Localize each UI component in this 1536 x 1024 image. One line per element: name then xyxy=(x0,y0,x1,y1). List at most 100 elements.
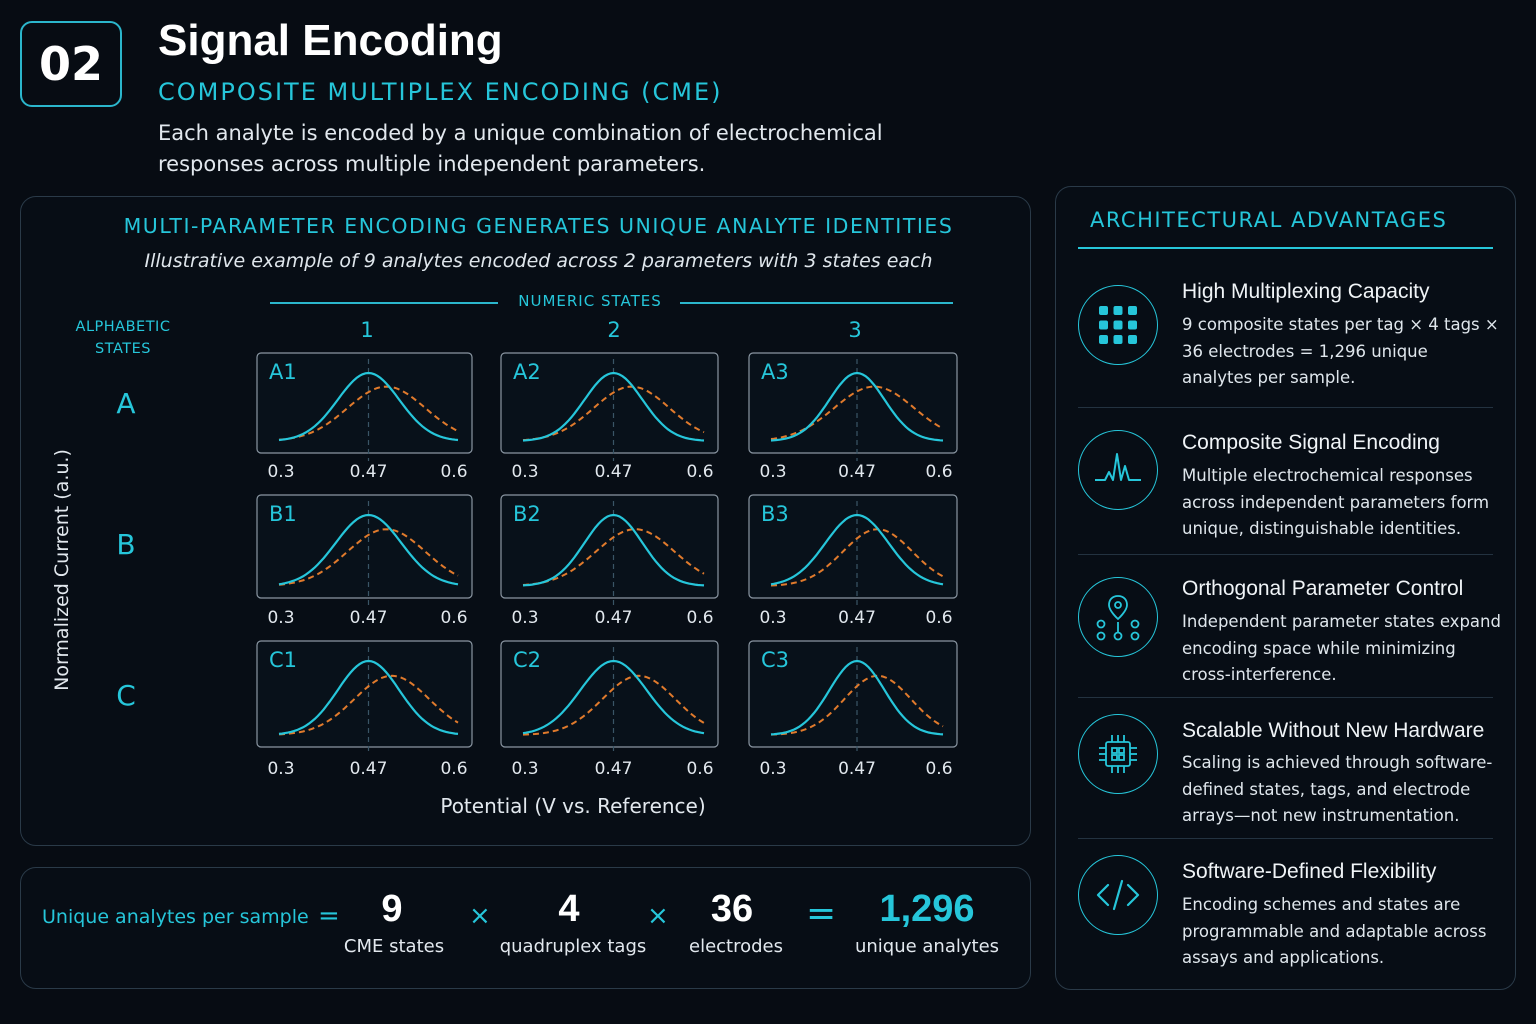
equals-sign-result: = xyxy=(806,893,837,934)
cell-label-a1: A1 xyxy=(269,360,297,384)
solid-curve-c1 xyxy=(278,659,459,735)
advantage-heading-4: Scalable Without New Hardware xyxy=(1182,719,1485,742)
cell-frame-a2 xyxy=(500,352,719,454)
advantage-divider-4 xyxy=(1078,838,1493,839)
section-number: 02 xyxy=(38,37,103,91)
page-description: Each analyte is encoded by a unique comb… xyxy=(158,121,883,176)
unique-analytes-caption: unique analytes xyxy=(854,936,1000,957)
cell-label-b1: B1 xyxy=(269,502,297,526)
solid-curve-b1 xyxy=(278,513,459,586)
tick-label-b1-2: 0.6 xyxy=(440,608,467,628)
grid-dots-icon xyxy=(1078,285,1158,365)
tick-label-a3-2: 0.6 xyxy=(925,462,952,482)
dashed-curve-a1 xyxy=(278,385,459,441)
tick-label-b2-2: 0.6 xyxy=(686,608,713,628)
dashed-curve-c3 xyxy=(770,674,944,736)
advantage-text-3: Independent parameter states expand enco… xyxy=(1182,612,1501,684)
cell-label-a2: A2 xyxy=(513,360,541,384)
cme-states-value: 9 xyxy=(381,888,403,930)
dashed-curve-b2 xyxy=(522,528,705,586)
tick-label-c1-1: 0.47 xyxy=(350,759,388,779)
chip-icon xyxy=(1078,714,1158,794)
page-title: Signal Encoding xyxy=(158,16,503,65)
tick-label-a2-0: 0.3 xyxy=(511,462,538,482)
dashed-curve-a2 xyxy=(522,385,705,442)
tick-label-a2-2: 0.6 xyxy=(686,462,713,482)
cell-label-b2: B2 xyxy=(513,502,541,526)
tick-label-a1-2: 0.6 xyxy=(440,462,467,482)
advantages-title: ARCHITECTURAL ADVANTAGES xyxy=(1090,208,1448,232)
advantage-text-1: 9 composite states per tag × 4 tags × 36… xyxy=(1182,315,1499,387)
tick-label-c2-0: 0.3 xyxy=(511,759,538,779)
cell-label-c2: C2 xyxy=(513,648,541,672)
solid-curve-b3 xyxy=(770,513,944,586)
tick-label-b1-0: 0.3 xyxy=(267,608,294,628)
formula-panel xyxy=(20,867,1031,989)
solid-curve-a3 xyxy=(770,371,944,442)
solid-curve-b2 xyxy=(522,513,705,587)
tick-label-c3-1: 0.47 xyxy=(838,759,876,779)
advantage-text-4: Scaling is achieved through software-def… xyxy=(1182,753,1493,825)
times-sign-2: × xyxy=(647,901,669,931)
unique-analytes-value: 1,296 xyxy=(879,888,975,930)
numeric-states-label: NUMERIC STATES xyxy=(518,292,662,310)
tick-label-c1-0: 0.3 xyxy=(267,759,294,779)
cell-frame-b2 xyxy=(500,494,719,599)
cell-label-a3: A3 xyxy=(761,360,789,384)
electrodes-caption: electrodes xyxy=(689,936,783,957)
advantage-text-5: Encoding schemes and states are programm… xyxy=(1182,895,1487,967)
code-icon xyxy=(1078,855,1158,935)
equals-sign: = xyxy=(318,901,340,931)
section-number-badge: 02 xyxy=(20,21,122,107)
advantage-heading-2: Composite Signal Encoding xyxy=(1182,431,1440,454)
column-label-2: 2 xyxy=(607,318,621,342)
x-axis-label: Potential (V vs. Reference) xyxy=(440,794,706,818)
cell-frame-c3 xyxy=(748,640,958,748)
cell-label-c3: C3 xyxy=(761,648,789,672)
advantage-heading-5: Software-Defined Flexibility xyxy=(1182,860,1437,883)
row-label-a: A xyxy=(116,387,136,420)
encoding-title: MULTI-PARAMETER ENCODING GENERATES UNIQU… xyxy=(123,214,954,238)
dashed-curve-c2 xyxy=(522,674,705,736)
solid-curve-a1 xyxy=(278,371,459,442)
tick-label-b3-2: 0.6 xyxy=(925,608,952,628)
dashed-curve-c1 xyxy=(278,674,459,736)
electrodes-value: 36 xyxy=(710,888,754,930)
advantage-heading-3: Orthogonal Parameter Control xyxy=(1182,577,1464,600)
location-nodes-icon xyxy=(1078,577,1158,657)
tick-label-c3-2: 0.6 xyxy=(925,759,952,779)
solid-curve-a2 xyxy=(522,371,705,442)
tick-label-c2-2: 0.6 xyxy=(686,759,713,779)
tick-label-b3-1: 0.47 xyxy=(838,608,876,628)
advantage-text-2: Multiple electrochemical responses acros… xyxy=(1182,466,1490,538)
tags-value: 4 xyxy=(558,888,580,930)
numeric-states-rule-right xyxy=(680,302,953,304)
tick-label-a1-1: 0.47 xyxy=(350,462,388,482)
tick-label-b3-0: 0.3 xyxy=(759,608,786,628)
column-label-3: 3 xyxy=(848,318,862,342)
advantage-heading-1: High Multiplexing Capacity xyxy=(1182,280,1430,303)
tick-label-b2-1: 0.47 xyxy=(595,608,633,628)
encoding-subtitle: Illustrative example of 9 analytes encod… xyxy=(144,250,933,272)
alphabetic-states-label: ALPHABETIC STATES xyxy=(75,319,171,357)
tick-label-c3-0: 0.3 xyxy=(759,759,786,779)
tick-label-a3-1: 0.47 xyxy=(838,462,876,482)
dashed-curve-b1 xyxy=(278,528,459,586)
page-subtitle: COMPOSITE MULTIPLEX ENCODING (CME) xyxy=(158,78,723,106)
dashed-curve-b3 xyxy=(770,528,944,587)
tags-caption: quadruplex tags xyxy=(499,936,647,957)
tick-label-a3-0: 0.3 xyxy=(759,462,786,482)
row-label-b: B xyxy=(116,528,136,561)
tick-label-c1-2: 0.6 xyxy=(440,759,467,779)
cell-frame-c1 xyxy=(256,640,473,748)
signal-peak-icon xyxy=(1078,430,1158,510)
formula-label: Unique analytes per sample xyxy=(42,906,309,928)
dashed-curve-a3 xyxy=(770,385,944,440)
advantage-divider-3 xyxy=(1078,697,1493,698)
cell-frame-a3 xyxy=(748,352,958,454)
row-label-c: C xyxy=(116,679,136,712)
cell-frame-b1 xyxy=(256,494,473,599)
numeric-states-rule-left xyxy=(270,302,498,304)
cell-label-c1: C1 xyxy=(269,648,297,672)
